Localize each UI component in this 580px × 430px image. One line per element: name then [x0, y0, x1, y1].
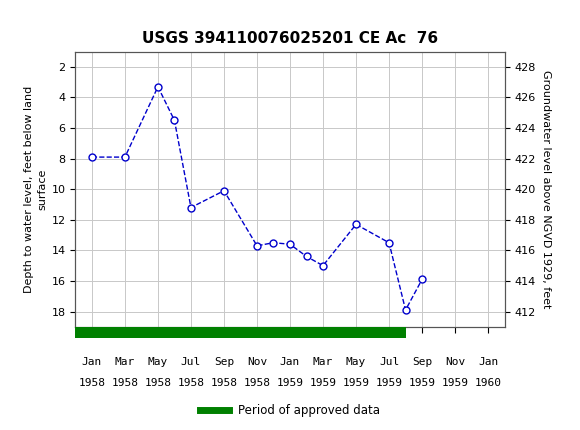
Text: 1958: 1958	[244, 378, 270, 388]
Text: May: May	[148, 357, 168, 367]
Text: USGS: USGS	[3, 12, 50, 27]
Text: Mar: Mar	[115, 357, 135, 367]
Text: Nov: Nov	[445, 357, 465, 367]
Text: Jul: Jul	[181, 357, 201, 367]
Text: 1959: 1959	[343, 378, 369, 388]
Legend: Period of approved data: Period of approved data	[195, 399, 385, 422]
Text: Jul: Jul	[379, 357, 399, 367]
Text: 1959: 1959	[310, 378, 336, 388]
Text: 1959: 1959	[375, 378, 403, 388]
Text: Sep: Sep	[214, 357, 234, 367]
Text: 1960: 1960	[474, 378, 502, 388]
Text: 1959: 1959	[408, 378, 436, 388]
Text: Jan: Jan	[478, 357, 498, 367]
Text: Nov: Nov	[247, 357, 267, 367]
Y-axis label: Groundwater level above NGVD 1929, feet: Groundwater level above NGVD 1929, feet	[541, 70, 551, 308]
Y-axis label: Depth to water level, feet below land
surface: Depth to water level, feet below land su…	[24, 86, 48, 293]
Text: 1959: 1959	[441, 378, 469, 388]
Title: USGS 394110076025201 CE Ac  76: USGS 394110076025201 CE Ac 76	[142, 31, 438, 46]
Text: Mar: Mar	[313, 357, 333, 367]
Text: 1958: 1958	[211, 378, 237, 388]
Bar	[1, 4, 19, 35]
Text: 1958: 1958	[111, 378, 139, 388]
Text: Sep: Sep	[412, 357, 432, 367]
Text: Jan: Jan	[280, 357, 300, 367]
Text: Jan: Jan	[82, 357, 102, 367]
Bar	[75, 326, 405, 339]
Text: May: May	[346, 357, 366, 367]
Text: 1958: 1958	[177, 378, 205, 388]
Text: 1958: 1958	[78, 378, 106, 388]
Text: 1959: 1959	[277, 378, 303, 388]
Text: 1958: 1958	[144, 378, 172, 388]
